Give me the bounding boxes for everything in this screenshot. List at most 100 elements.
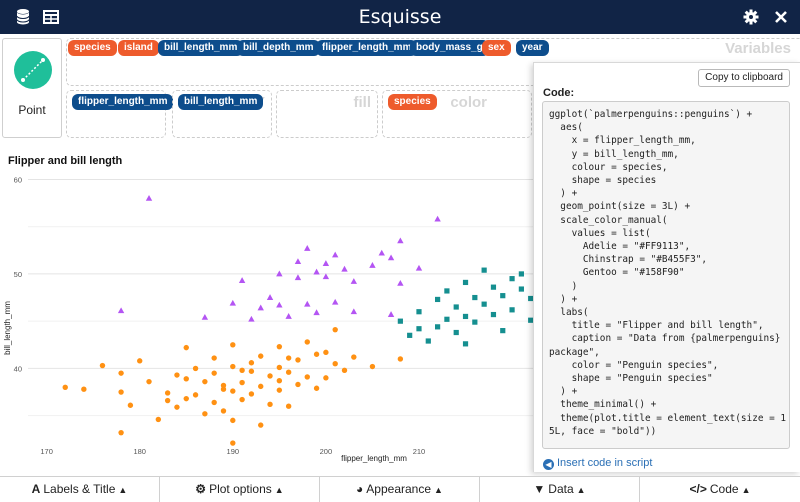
data-point-gentoo xyxy=(472,294,478,301)
data-point-chinstrap xyxy=(369,262,376,268)
data-point-adelie xyxy=(183,395,189,402)
data-point-gentoo xyxy=(509,276,515,282)
data-point-adelie xyxy=(230,342,236,348)
data-point-adelie xyxy=(99,362,106,369)
data-point-adelie xyxy=(332,360,338,367)
data-point-adelie xyxy=(118,370,124,376)
data-point-chinstrap xyxy=(117,307,125,314)
tab-label: Plot options xyxy=(209,482,272,496)
data-point-adelie xyxy=(285,403,292,409)
app-header: Esquisse xyxy=(0,0,800,34)
color-zone-label: color xyxy=(450,94,487,111)
data-point-adelie xyxy=(230,417,236,424)
data-point-gentoo xyxy=(528,295,534,302)
tab-code[interactable]: </> Code ▲ xyxy=(640,477,800,502)
y-mapped-badge[interactable]: bill_length_mm xyxy=(178,94,264,110)
data-point-adelie xyxy=(304,374,310,380)
variable-badge-bill-depth[interactable]: bill_depth_mm xyxy=(237,40,320,56)
data-point-adelie xyxy=(174,404,180,410)
close-icon[interactable] xyxy=(772,8,790,26)
data-point-adelie xyxy=(248,368,255,374)
data-point-adelie xyxy=(276,343,283,350)
data-point-adelie xyxy=(183,344,189,351)
color-mapped-badge[interactable]: species xyxy=(388,94,437,110)
data-point-adelie xyxy=(118,429,124,436)
gear-icon[interactable] xyxy=(742,8,760,26)
data-point-adelie xyxy=(258,422,264,428)
tab-plot-options[interactable]: ⚙ Plot options ▲ xyxy=(160,477,320,502)
data-point-chinstrap xyxy=(294,274,302,281)
y-tick-label: 60 xyxy=(14,175,22,184)
code-box[interactable]: ggplot(`palmerpenguins::penguins`) + aes… xyxy=(542,101,790,449)
data-point-adelie xyxy=(220,408,227,414)
data-point-gentoo xyxy=(453,329,459,336)
geom-label: Point xyxy=(18,103,46,117)
plot-area: Flipper and bill length 170 180 190 200 210 4… xyxy=(0,148,540,470)
code-panel: Copy to clipboard Code: ggplot(`palmerpe… xyxy=(533,62,800,472)
data-point-chinstrap xyxy=(145,194,153,201)
data-point-gentoo xyxy=(481,267,487,273)
database-icon[interactable] xyxy=(14,8,32,26)
color-dropzone[interactable]: color xyxy=(382,90,532,138)
data-point-gentoo xyxy=(472,319,478,325)
variable-badge-sex[interactable]: sex xyxy=(482,40,511,56)
table-icon[interactable] xyxy=(42,8,60,26)
scatter-plot: Flipper and bill length 170 180 190 200 210 4… xyxy=(3,155,540,463)
variable-badge-body-mass[interactable]: body_mass_g xyxy=(410,40,489,56)
data-point-adelie xyxy=(118,389,124,395)
data-point-adelie xyxy=(211,370,217,376)
data-point-adelie xyxy=(276,387,283,393)
variables-dropzone[interactable]: Variables xyxy=(66,38,800,86)
data-point-gentoo xyxy=(518,286,524,292)
fill-zone-label: fill xyxy=(353,94,372,111)
data-point-chinstrap xyxy=(304,245,311,251)
x-mapped-badge[interactable]: flipper_length_mm xyxy=(72,94,174,110)
data-point-adelie xyxy=(137,358,143,364)
variable-badge-species[interactable]: species xyxy=(68,40,117,56)
data-point-chinstrap xyxy=(313,268,320,275)
tab-label: Labels & Title xyxy=(43,482,116,496)
data-point-chinstrap xyxy=(341,265,348,272)
data-point-gentoo xyxy=(453,304,459,310)
data-point-adelie xyxy=(285,369,292,375)
data-point-adelie xyxy=(295,357,301,363)
copy-to-clipboard-button[interactable]: Copy to clipboard xyxy=(698,69,790,87)
chart-title: Flipper and bill length xyxy=(8,155,123,167)
data-point-adelie xyxy=(146,378,152,385)
data-point-gentoo xyxy=(444,288,450,294)
insert-code-link[interactable]: ◀ Insert code in script xyxy=(543,457,652,470)
geom-selector-button[interactable]: Point xyxy=(2,38,62,138)
data-point-adelie xyxy=(202,378,208,385)
data-point-chinstrap xyxy=(322,260,330,266)
data-point-gentoo xyxy=(462,313,469,320)
data-point-adelie xyxy=(211,399,217,406)
caret-up-icon: ▲ xyxy=(118,485,128,495)
data-point-adelie xyxy=(164,397,171,404)
data-point-chinstrap xyxy=(276,301,283,308)
data-point-gentoo xyxy=(407,332,413,338)
data-point-adelie xyxy=(192,365,199,372)
point-geom-icon xyxy=(14,51,52,89)
data-point-adelie xyxy=(276,364,283,371)
variable-badge-bill-length[interactable]: bill_length_mm xyxy=(158,40,244,56)
insert-code-label: Insert code in script xyxy=(557,457,653,469)
data-point-chinstrap xyxy=(294,258,302,265)
data-point-gentoo xyxy=(490,311,497,318)
y-tick-label: 40 xyxy=(14,364,22,373)
x-tick-label: 170 xyxy=(40,447,53,456)
tab-appearance[interactable]: ◕ Appearance ▲ xyxy=(320,477,480,502)
data-point-adelie xyxy=(351,354,357,360)
variable-badge-year[interactable]: year xyxy=(516,40,549,56)
fill-dropzone[interactable]: fill xyxy=(276,90,378,138)
data-point-chinstrap xyxy=(285,313,292,319)
tab-labels-title[interactable]: A Labels & Title ▲ xyxy=(0,477,160,502)
variable-badge-flipper-length[interactable]: flipper_length_mm xyxy=(316,40,418,56)
data-point-gentoo xyxy=(416,326,422,332)
data-point-adelie xyxy=(230,440,236,446)
data-point-adelie xyxy=(323,375,329,381)
variable-badge-island[interactable]: island xyxy=(118,40,159,56)
data-point-chinstrap xyxy=(322,273,330,280)
tab-data[interactable]: ▼ Data ▲ xyxy=(480,477,640,502)
data-point-adelie xyxy=(155,416,162,423)
data-point-adelie xyxy=(220,382,227,389)
